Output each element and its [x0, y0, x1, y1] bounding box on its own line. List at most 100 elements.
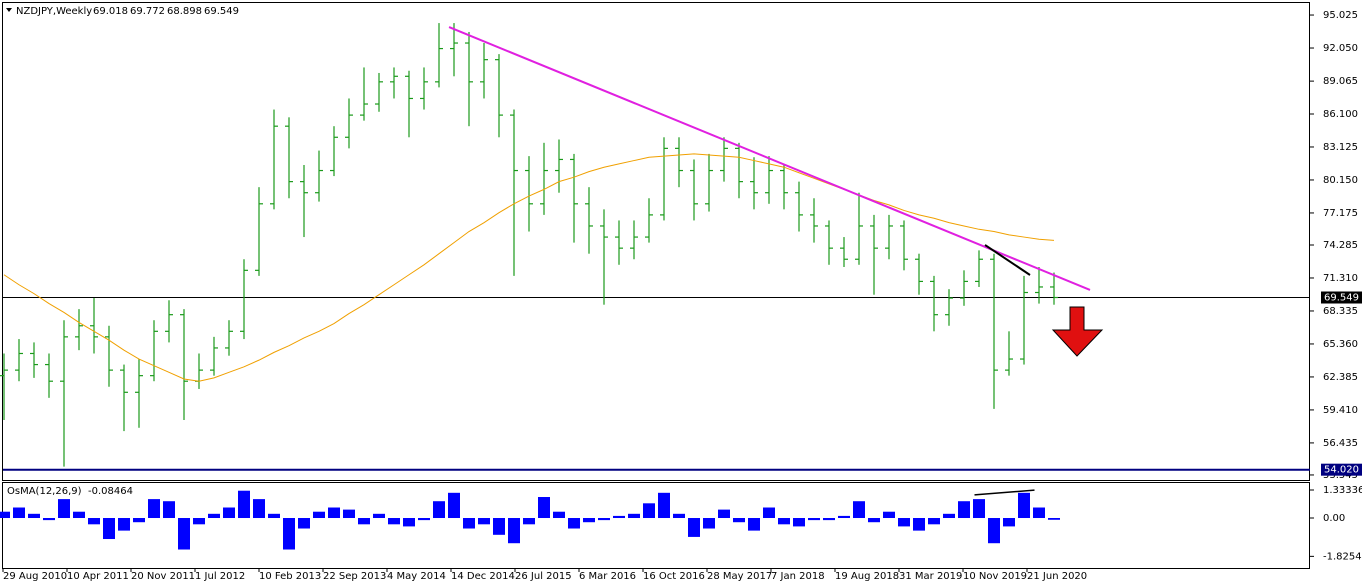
osma-bar: [373, 513, 385, 519]
y-tick-label: 0.00: [1323, 513, 1345, 524]
osma-bar: [1048, 518, 1060, 520]
osma-bar: [763, 507, 775, 519]
osma-bar: [883, 511, 895, 519]
y-tick-label: -1.8254: [1323, 551, 1362, 562]
indicator-value: -0.08464: [88, 486, 133, 497]
x-tick-label: 1 Jul 2012: [195, 571, 245, 582]
osma-bar: [583, 518, 595, 523]
y-tick-label: 77.175: [1323, 208, 1358, 219]
x-tick-label: 20 Nov 2011: [131, 571, 195, 582]
osma-bar: [268, 513, 280, 519]
header-value: 69.549: [204, 6, 239, 17]
osma-bar: [238, 490, 250, 519]
osma-bar: [943, 513, 955, 519]
osma-bar: [538, 497, 550, 519]
osma-bar: [673, 513, 685, 519]
x-tick-label: 22 Sep 2013: [323, 571, 386, 582]
osma-bar: [58, 499, 70, 519]
moving-average: [3, 153, 1055, 382]
y-tick-label: 59.410: [1323, 405, 1358, 416]
osma-bar: [358, 518, 370, 525]
osma-bar: [0, 511, 10, 519]
x-tick-label: 10 Feb 2013: [259, 571, 321, 582]
x-tick-label: 21 Jun 2020: [1027, 571, 1087, 582]
osma-bar: [928, 518, 940, 525]
osma-bar: [553, 511, 565, 519]
osma-bar: [523, 518, 535, 525]
y-tick-label: 89.065: [1323, 76, 1358, 87]
y-tick-label: 62.385: [1323, 372, 1358, 383]
osma-bar: [808, 518, 820, 521]
osma-bar: [703, 518, 715, 529]
header-value: 69.018: [93, 6, 128, 17]
osma-bar: [118, 518, 130, 531]
osma-bar: [628, 513, 640, 519]
price-level-label: 69.549: [1324, 293, 1359, 304]
osma-bar: [688, 518, 700, 537]
trendline: [448, 26, 1091, 291]
osma-bar: [73, 511, 85, 519]
trendline: [984, 244, 1031, 276]
osma-bar: [448, 492, 460, 519]
osma-bar: [328, 507, 340, 519]
osma-bar: [988, 518, 1000, 544]
x-tick-label: 31 Mar 2019: [899, 571, 962, 582]
x-tick-label: 28 May 2017: [707, 571, 772, 582]
osma-bar: [13, 507, 25, 519]
osma-bar: [718, 509, 730, 519]
x-tick-label: 10 Nov 2019: [963, 571, 1027, 582]
osma-bar: [133, 518, 145, 523]
osma-bar: [418, 518, 430, 521]
y-tick-label: 71.310: [1323, 273, 1358, 284]
down-arrow: [1051, 306, 1104, 357]
osma-bar: [1018, 492, 1030, 519]
price-level-label-bg: [1321, 291, 1362, 304]
osma-bar: [463, 518, 475, 529]
y-tick-label: 80.150: [1323, 175, 1358, 186]
osma-bar: [778, 518, 790, 525]
osma-bar: [298, 518, 310, 529]
osma-bar: [208, 513, 220, 519]
osma-bar: [868, 518, 880, 523]
menu-icon[interactable]: [6, 8, 12, 12]
osma-bar: [853, 501, 865, 519]
osma-bar: [643, 503, 655, 519]
osma-bar: [973, 499, 985, 519]
osma-bar: [43, 518, 55, 521]
osma-bar: [253, 499, 265, 519]
osma-bar: [388, 518, 400, 525]
x-tick-label: 6 Mar 2016: [579, 571, 636, 582]
osma-bar: [478, 518, 490, 525]
osma-trendline: [974, 489, 1035, 496]
osma-bar: [223, 507, 235, 519]
osma-bar: [613, 515, 625, 519]
x-tick-label: 14 Dec 2014: [451, 571, 515, 582]
osma-bar: [838, 515, 850, 519]
y-tick-label: 95.025: [1323, 10, 1358, 21]
osma-bar: [103, 518, 115, 540]
y-tick-label: 1.33336: [1323, 485, 1362, 496]
x-tick-label: 29 Aug 2010: [3, 571, 67, 582]
osma-bar: [913, 518, 925, 531]
price-level-label: 54.020: [1324, 465, 1359, 476]
header-value: 69.772: [130, 6, 165, 17]
osma-bar: [163, 501, 175, 519]
x-tick-label: 10 Apr 2011: [67, 571, 129, 582]
osma-bar: [313, 511, 325, 519]
x-tick-label: 4 May 2014: [387, 571, 446, 582]
osma-bar: [343, 509, 355, 519]
osma-bar: [958, 501, 970, 519]
indicator-name: OsMA(12,26,9): [7, 486, 82, 497]
osma-bar: [598, 518, 610, 521]
osma-bar: [193, 518, 205, 525]
osma-bar: [568, 518, 580, 529]
osma-bar: [658, 492, 670, 519]
osma-bar: [28, 513, 40, 519]
osma-bar: [1003, 518, 1015, 527]
main-panel: [2, 2, 1310, 481]
x-tick-label: 19 Aug 2018: [835, 571, 899, 582]
osma-bar: [898, 518, 910, 527]
y-tick-label: 74.285: [1323, 240, 1358, 251]
